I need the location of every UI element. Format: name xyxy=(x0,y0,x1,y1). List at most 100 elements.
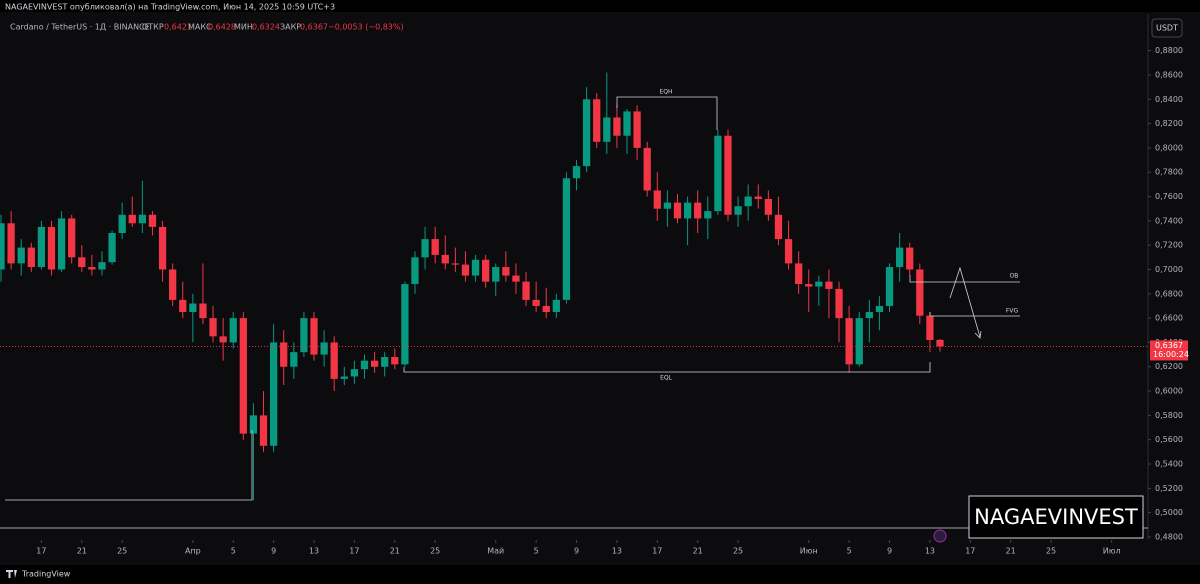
candle-body xyxy=(461,264,470,276)
candle-body xyxy=(865,312,873,319)
candle-body xyxy=(875,305,884,313)
ob-line xyxy=(909,275,1020,283)
candle-body xyxy=(916,269,924,316)
candle-body xyxy=(88,267,96,270)
x-tick-label: 5 xyxy=(231,547,236,556)
symbol-line: Cardano / TetherUS · 1Д · BINANCE ОТКР 0… xyxy=(10,23,404,32)
candle-body xyxy=(421,239,429,258)
candle-body xyxy=(774,214,783,240)
candle-body xyxy=(603,117,611,142)
eql-line xyxy=(403,362,931,373)
candle-body xyxy=(532,299,540,306)
candle-body xyxy=(471,259,480,276)
candle-body xyxy=(502,267,510,276)
candle-body xyxy=(37,226,46,268)
low-label: МИН xyxy=(234,23,253,32)
candle-body xyxy=(249,415,258,434)
watermark-box xyxy=(968,495,1144,539)
candle-body xyxy=(280,342,288,367)
candle-body xyxy=(239,318,247,434)
watermark: NAGAEVINVEST xyxy=(974,505,1138,529)
candle-body xyxy=(108,233,116,263)
candle-body xyxy=(128,214,136,224)
candle-body xyxy=(643,147,651,191)
candle-body xyxy=(158,226,167,270)
symbol: Cardano / TetherUS · 1Д · BINANCE xyxy=(10,23,150,32)
candle-body xyxy=(825,281,833,289)
candle-body xyxy=(663,202,672,209)
candle-body xyxy=(411,257,419,285)
candle-body xyxy=(0,223,5,270)
candle-body xyxy=(219,336,227,343)
y-tick-label: 0,7200 xyxy=(1155,241,1183,250)
candle-body xyxy=(673,202,682,219)
candle-body xyxy=(27,247,35,268)
candle-body xyxy=(57,218,66,270)
candle-body xyxy=(764,198,772,215)
candle-body xyxy=(885,267,894,306)
eql-label: EQL xyxy=(660,375,673,382)
candle-body xyxy=(209,318,217,337)
x-tick-label: 21 xyxy=(693,547,703,556)
eqh-label: EQH xyxy=(659,89,672,96)
drawings xyxy=(0,96,1148,529)
x-tick-label: 25 xyxy=(430,547,440,556)
candle-body xyxy=(724,135,732,215)
y-tick-label: 0,7800 xyxy=(1155,168,1183,177)
candle-body xyxy=(98,262,106,270)
y-tick-label: 0,8200 xyxy=(1155,119,1183,128)
currency-box[interactable] xyxy=(1151,18,1183,38)
high-value: 0,6428 xyxy=(208,23,236,32)
candle-body xyxy=(340,376,348,379)
x-tick-label: 21 xyxy=(390,547,400,556)
candle-body xyxy=(451,263,459,265)
logo-icon xyxy=(6,570,17,578)
candle-body xyxy=(653,190,661,209)
candle-body xyxy=(320,342,328,355)
candle-body xyxy=(795,263,803,285)
x-tick-label: Июл xyxy=(1103,547,1121,556)
candle-body xyxy=(199,303,207,319)
candle-body xyxy=(269,342,278,446)
arrow-head xyxy=(974,330,982,339)
footer-logo: TradingView xyxy=(21,570,71,579)
close-value: 0,6367 xyxy=(300,23,328,32)
y-tick-label: 0,7600 xyxy=(1155,192,1183,201)
candle-body xyxy=(633,111,641,148)
high-label: МАКС xyxy=(188,23,212,32)
candle-body xyxy=(906,247,914,270)
eqh-line xyxy=(616,96,718,130)
candle-body xyxy=(542,305,550,313)
candle-body xyxy=(815,281,823,287)
x-tick-label: 13 xyxy=(612,547,622,556)
close-label: ЗАКР xyxy=(280,23,301,32)
candle-body xyxy=(623,111,631,136)
x-tick-label: 5 xyxy=(534,547,539,556)
candle-body xyxy=(845,318,853,365)
candle-body xyxy=(78,257,86,268)
candle-body xyxy=(300,318,308,353)
x-tick-label: 17 xyxy=(349,547,359,556)
publish-bar xyxy=(0,0,1200,12)
candle-body xyxy=(118,214,126,234)
y-tick-label: 0,7000 xyxy=(1155,265,1183,274)
candle-body xyxy=(593,99,601,142)
publish-info: NAGAEVINVEST опубликовал(а) на TradingVi… xyxy=(5,3,335,12)
candle-body xyxy=(68,218,76,258)
y-tick-label: 0,5600 xyxy=(1155,435,1183,444)
fvg-label: FVG xyxy=(1006,308,1019,315)
y-tick-label: 0,6800 xyxy=(1155,289,1183,298)
x-tick-label: Июн xyxy=(800,547,818,556)
candle-body xyxy=(936,339,944,347)
candle-body xyxy=(381,357,389,367)
y-tick-label: 0,5800 xyxy=(1155,411,1183,420)
x-tick-label: 17 xyxy=(965,547,975,556)
open-label: ОТКР xyxy=(142,23,164,32)
candle-body xyxy=(754,196,762,199)
y-tick-label: 0,6200 xyxy=(1155,362,1183,371)
event-icon[interactable] xyxy=(933,529,947,543)
fvg-line xyxy=(929,312,1020,317)
candle-body xyxy=(522,281,530,300)
candle-body xyxy=(683,202,692,219)
